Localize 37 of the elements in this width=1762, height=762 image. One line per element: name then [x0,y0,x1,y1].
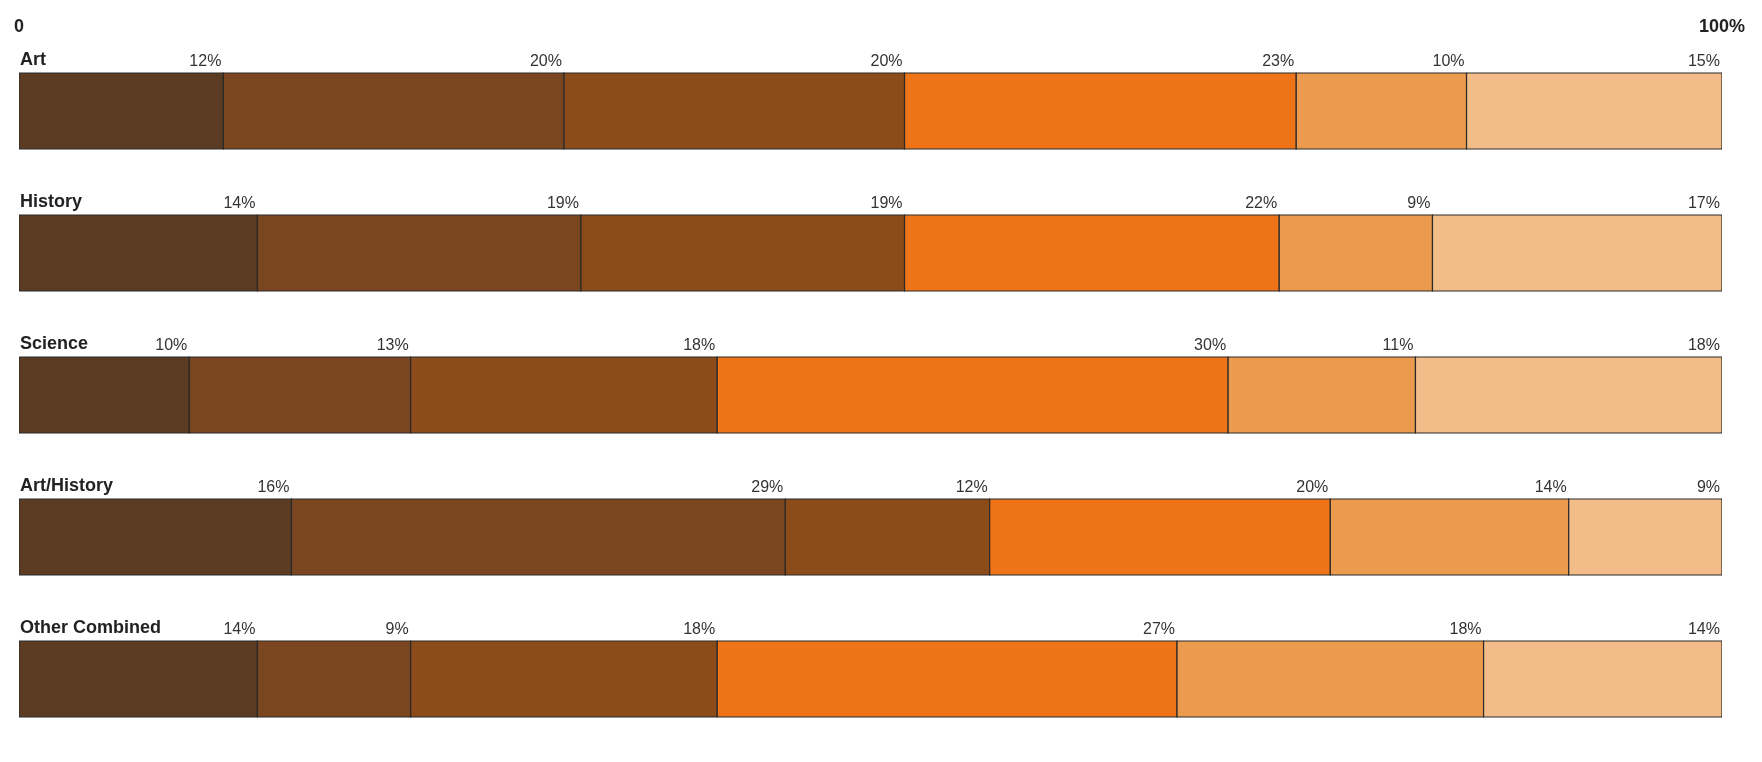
data-label: 27% [1143,620,1176,637]
data-label: 18% [683,620,716,637]
data-label: 15% [1687,52,1720,69]
data-label: 14% [223,194,256,211]
data-label: 12% [955,478,988,495]
data-label: 20% [1296,478,1329,495]
y-tick-label: Art/History [20,475,114,495]
data-label: 17% [1687,194,1720,211]
data-label: 18% [1449,620,1482,637]
data-label: 23% [1262,52,1295,69]
y-tick-label: Other Combined [20,617,162,637]
y-tick-label: History [20,191,83,211]
data-label: 29% [751,478,784,495]
x-tick-label: 100% [1698,16,1746,36]
data-label: 9% [1696,478,1720,495]
data-label: 19% [546,194,579,211]
data-label: 19% [870,194,903,211]
data-label: 20% [870,52,903,69]
data-label: 11% [1382,336,1414,353]
data-label: 18% [683,336,716,353]
data-label: 30% [1194,336,1227,353]
data-label: 14% [223,620,256,637]
data-label: 12% [189,52,222,69]
data-label: 14% [1687,620,1720,637]
data-label: 10% [1432,52,1465,69]
data-label: 22% [1245,194,1278,211]
data-label: 18% [1687,336,1720,353]
x-tick-label: 0 [13,16,25,36]
data-label: 16% [257,478,290,495]
data-label: 10% [155,336,188,353]
y-tick-label: Art [20,49,46,69]
data-label: 9% [1407,194,1431,211]
data-label: 9% [385,620,409,637]
data-label: 20% [529,52,562,69]
y-tick-label: Science [20,333,89,353]
data-label: 14% [1534,478,1567,495]
data-label: 13% [376,336,409,353]
